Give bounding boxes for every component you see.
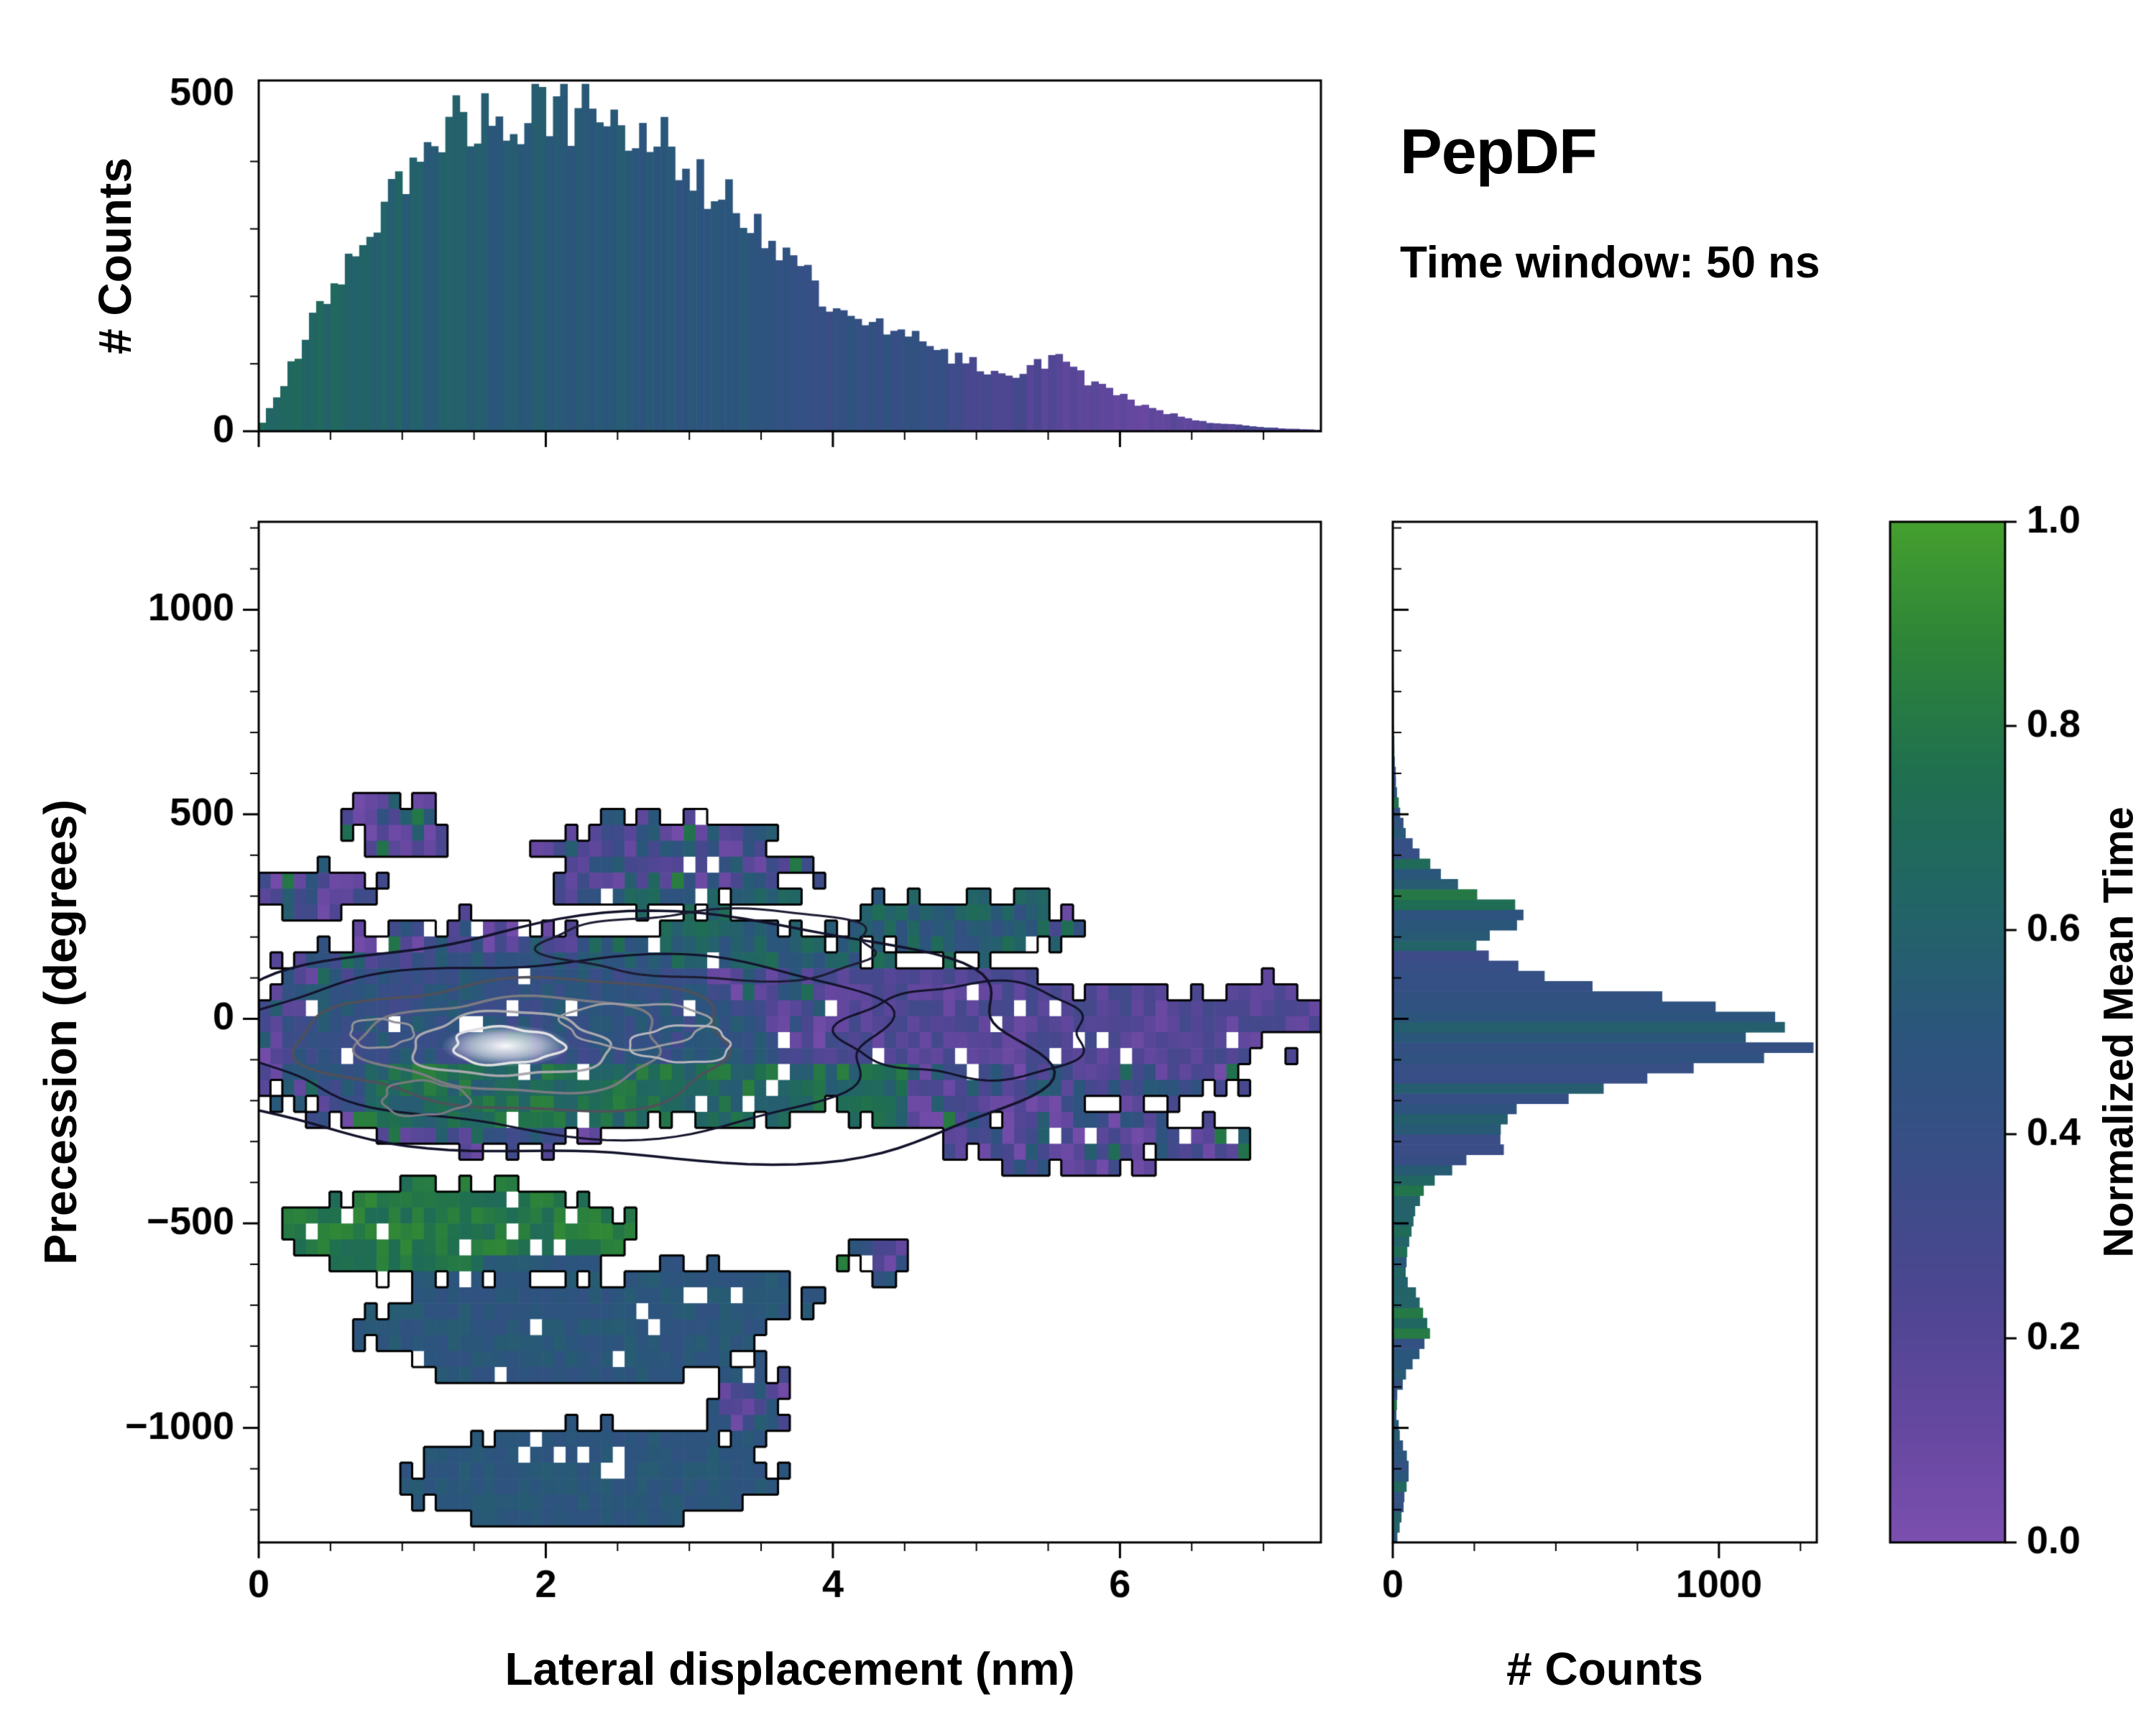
plot-title: PepDF	[1400, 116, 1598, 187]
top-hist-ylabel: # Counts	[89, 157, 141, 354]
main-ylabel: Precession (degrees)	[34, 799, 86, 1265]
time-window-label: Time window: 50 ns	[1400, 238, 1820, 288]
right-hist-xlabel: # Counts	[1506, 1643, 1703, 1695]
colorbar-label: Normalized Mean Time	[2095, 806, 2142, 1258]
main-xlabel: Lateral displacement (nm)	[505, 1643, 1075, 1695]
